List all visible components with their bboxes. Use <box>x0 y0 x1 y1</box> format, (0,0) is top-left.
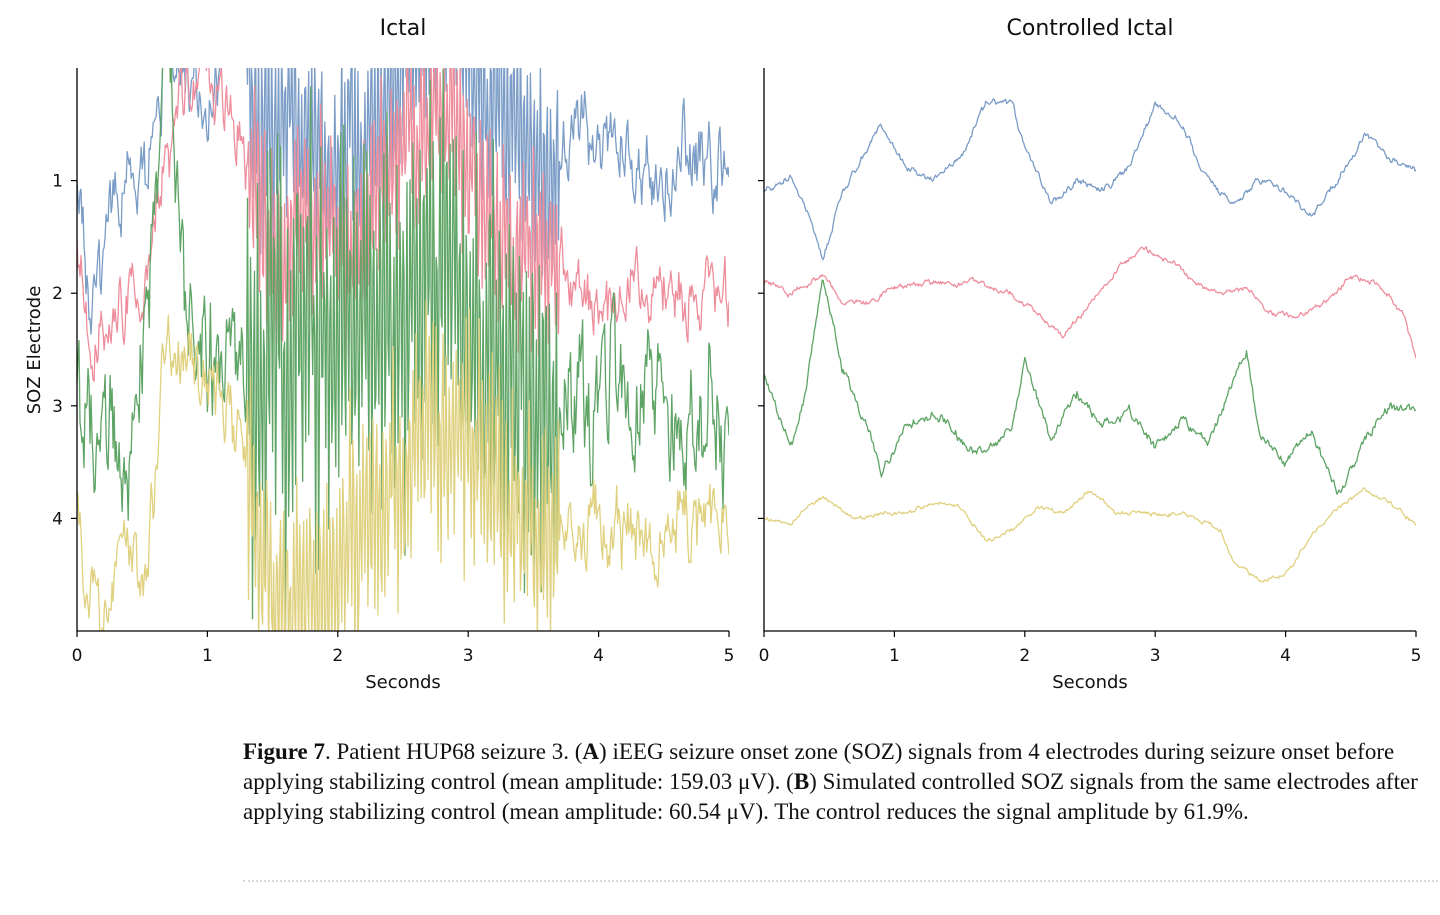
x-tick-label: 2 <box>1019 646 1030 666</box>
trace-electrode-4 <box>77 300 729 631</box>
figure-canvas: Ictal Seconds SOZ Electrode 0 1 2 3 4 5 1 2 3 4 C… <box>24 16 1421 693</box>
y-tick-label: 2 <box>52 284 63 304</box>
caption-intro: . Patient HUP68 seizure 3. ( <box>324 739 583 764</box>
x-tick-label: 3 <box>463 646 474 666</box>
y-tick-label: 3 <box>52 397 63 417</box>
panel-title-ictal: Ictal <box>380 16 427 41</box>
trace-electrode-4 <box>764 487 1416 583</box>
panel-controlled-ictal: Controlled Ictal Seconds 0 1 2 3 4 5 <box>758 16 1421 693</box>
y-tick-label: 1 <box>52 172 63 192</box>
x-tick-label: 5 <box>724 646 735 666</box>
traces-ictal <box>77 68 729 631</box>
ticks-ictal: 0 1 2 3 4 5 1 2 3 4 <box>52 172 734 666</box>
x-axis-label-controlled: Seconds <box>1052 672 1128 693</box>
x-tick-label: 1 <box>202 646 213 666</box>
x-tick-label: 4 <box>593 646 604 666</box>
caption-figure-label: Figure 7 <box>243 739 325 764</box>
trace-electrode-3 <box>77 68 729 623</box>
x-tick-label: 1 <box>889 646 900 666</box>
y-tick-label: 4 <box>52 509 63 529</box>
panel-ictal: Ictal Seconds SOZ Electrode 0 1 2 3 4 5 1 2 3 4 <box>24 16 734 693</box>
trace-electrode-2 <box>764 246 1416 359</box>
axes-spine-ictal <box>76 68 729 632</box>
trace-electrode-3 <box>764 279 1416 495</box>
divider <box>243 880 1438 882</box>
caption-part-a: A <box>582 739 600 764</box>
trace-electrode-2 <box>77 68 729 382</box>
x-tick-label: 0 <box>72 646 83 666</box>
x-tick-label: 0 <box>759 646 770 666</box>
panel-title-controlled: Controlled Ictal <box>1007 16 1174 41</box>
figure-caption: Figure 7. Patient HUP68 seizure 3. (A) i… <box>243 737 1423 827</box>
trace-electrode-1 <box>764 98 1416 261</box>
ticks-controlled: 0 1 2 3 4 5 <box>758 180 1422 666</box>
caption-part-b: B <box>793 769 810 794</box>
caption-text-b: ) Simulated controlled SOZ signals from … <box>243 769 1418 824</box>
axes-spine-controlled <box>763 68 1416 632</box>
figure: Ictal Seconds SOZ Electrode 0 1 2 3 4 5 1 2 3 4 C… <box>24 16 1421 693</box>
x-tick-label: 3 <box>1150 646 1161 666</box>
traces-controlled <box>764 98 1416 583</box>
x-tick-label: 4 <box>1280 646 1291 666</box>
x-tick-label: 5 <box>1411 646 1422 666</box>
y-axis-label: SOZ Electrode <box>24 286 45 415</box>
caption-text-a: ) iEEG seizure onset zone (SOZ) signals … <box>243 739 1395 794</box>
x-axis-label-ictal: Seconds <box>365 672 441 693</box>
x-tick-label: 2 <box>332 646 343 666</box>
